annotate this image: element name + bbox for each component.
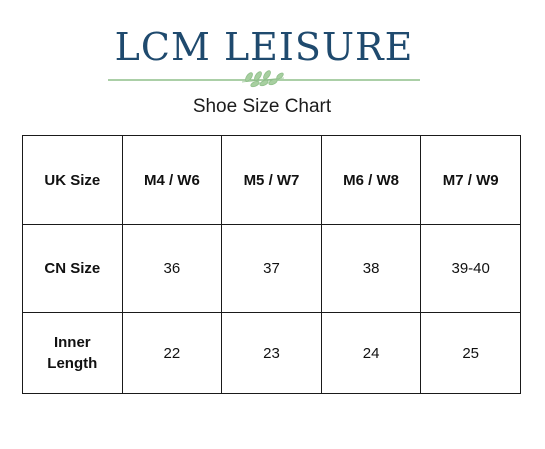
row-label-cn-size: CN Size [22, 224, 123, 313]
inner-length-cell-3: 24 [320, 312, 422, 394]
leaf-sprig-icon [241, 70, 285, 88]
cn-size-cell-1: 36 [121, 224, 223, 313]
uk-size-cell-3: M6 / W8 [320, 135, 422, 225]
size-table: UK Size M4 / W6 M5 / W7 M6 / W8 M7 / W9 … [22, 135, 521, 394]
table-row-inner-length: Inner Length 22 23 24 25 [22, 312, 521, 394]
row-label-inner-length: Inner Length [22, 312, 123, 394]
inner-length-cell-2: 23 [221, 312, 322, 394]
inner-length-cell-4: 25 [420, 312, 521, 394]
uk-size-cell-4: M7 / W9 [420, 135, 521, 225]
table-row-cn-size: CN Size 36 37 38 39-40 [22, 224, 521, 313]
inner-length-cell-1: 22 [121, 312, 223, 394]
leaf-divider [108, 70, 420, 88]
uk-size-cell-1: M4 / W6 [121, 135, 223, 225]
cn-size-cell-2: 37 [221, 224, 322, 313]
cn-size-cell-4: 39-40 [420, 224, 521, 313]
row-label-uk-size: UK Size [22, 135, 123, 225]
chart-title: Shoe Size Chart [192, 96, 332, 117]
table-row-uk-size: UK Size M4 / W6 M5 / W7 M6 / W8 M7 / W9 [22, 135, 521, 225]
uk-size-cell-2: M5 / W7 [221, 135, 322, 225]
cn-size-cell-3: 38 [320, 224, 422, 313]
brand-name: LCM LEISURE [114, 25, 414, 69]
